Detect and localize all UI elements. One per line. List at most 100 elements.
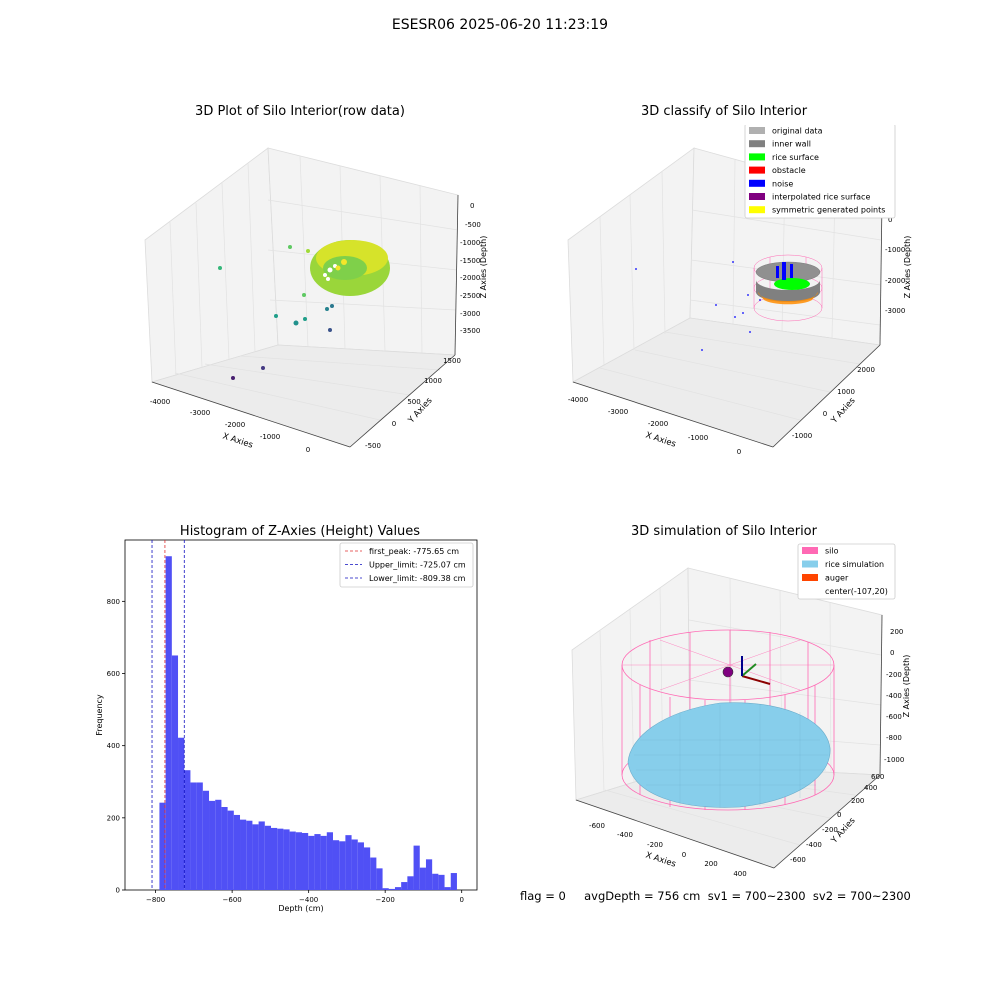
histogram-bar <box>376 868 383 890</box>
histogram-legend-label: Lower_limit: -809.38 cm <box>369 574 466 583</box>
panel2-zlabel: Z Axies (Depth) <box>903 236 912 299</box>
legend-label: noise <box>772 179 793 188</box>
panel4-ztick: -1000 <box>884 756 904 764</box>
histogram-bar <box>351 839 358 890</box>
panel1-xlabel: X Axies <box>221 431 254 450</box>
legend-swatch <box>749 206 765 214</box>
histogram-bar <box>425 859 433 890</box>
histogram-ytick-label: 0 <box>116 887 120 895</box>
panel4-ytick: 200 <box>851 797 864 805</box>
panel1-yellow-points <box>335 259 347 271</box>
histogram-legend: first_peak: -775.65 cm Upper_limit: -725.… <box>339 542 474 588</box>
histogram-bar <box>271 827 278 890</box>
legend-swatch <box>802 560 818 568</box>
legend-label: symmetric generated points <box>772 206 885 215</box>
histogram-bar <box>345 835 352 890</box>
legend-swatch <box>802 574 818 581</box>
panel2-xlabel: X Axies <box>644 430 677 449</box>
panel2-ytick: 0 <box>823 410 827 418</box>
histogram-bar <box>444 887 451 890</box>
panel1-xtick: -1000 <box>260 433 280 441</box>
panel1-xtick: -4000 <box>150 398 170 406</box>
histogram-bar <box>184 770 191 890</box>
histogram-bar <box>357 842 364 890</box>
histogram-bar <box>159 802 166 890</box>
panel4-ytick: 400 <box>864 784 877 792</box>
panel2-3d-scatter: -4000 -3000 -2000 -1000 0 -1000 0 1000 2… <box>567 125 912 456</box>
histogram-bar <box>370 857 377 890</box>
panel4-xtick: 400 <box>733 870 746 878</box>
histogram-bar <box>258 821 265 890</box>
panel2-ytick: 2000 <box>857 366 875 374</box>
panel4-xtick: -400 <box>617 831 633 839</box>
histogram-legend-label: Upper_limit: -725.07 cm <box>369 561 466 570</box>
histogram-bar <box>171 655 179 890</box>
histogram-ylabel: Frequency <box>95 694 104 736</box>
histogram-xlabel: Depth (cm) <box>278 904 323 913</box>
panel1-ztick: -2500 <box>460 292 480 300</box>
panel2-xtick: 0 <box>737 448 741 456</box>
panel1-ytick: 1500 <box>443 357 461 365</box>
legend-label: interpolated rice surface <box>772 193 870 202</box>
panel4-zlabel: Z Axies (Depth) <box>902 655 911 718</box>
histogram-bar <box>388 888 395 890</box>
auger-y-arrow <box>741 663 757 677</box>
panel4-ytick: -400 <box>806 841 822 849</box>
histogram-bar <box>314 834 321 890</box>
legend-label: inner wall <box>772 140 811 149</box>
histogram-bar <box>283 829 290 890</box>
histogram-bar <box>432 873 439 890</box>
panel4-xtick: -600 <box>589 822 605 830</box>
histogram-bar <box>233 814 241 890</box>
legend-label: center(-107,20) <box>825 587 888 596</box>
panel1-ztick: -3500 <box>460 327 480 335</box>
histogram-bar <box>438 874 445 890</box>
histogram-bar <box>320 835 327 890</box>
histogram-bar <box>308 835 315 890</box>
panel2-ytick: 1000 <box>837 388 855 396</box>
panel2-ztick: -2000 <box>885 277 905 285</box>
histogram-bar <box>221 807 228 890</box>
panel2-xtick: -3000 <box>608 408 628 416</box>
histogram-bar <box>227 810 234 890</box>
panel4-auger <box>722 656 771 685</box>
panel2-ylabel: Y Axies <box>829 395 858 426</box>
panel4-ztick: 200 <box>890 628 903 636</box>
panel4-xlabel: X Axies <box>644 850 677 869</box>
histogram-legend-label: first_peak: -775.65 cm <box>369 547 459 556</box>
panel4-axes <box>575 614 883 869</box>
legend-label: rice simulation <box>825 560 884 569</box>
histogram-bar <box>209 800 216 890</box>
panel2-xtick: -2000 <box>648 420 668 428</box>
histogram-bar <box>332 840 340 890</box>
histogram-bar <box>240 819 247 890</box>
histogram-ytick-label: 800 <box>107 598 120 606</box>
histogram-ytick-label: 400 <box>107 742 120 750</box>
histogram-bar <box>190 782 197 890</box>
panel1-xtick: -3000 <box>190 409 210 417</box>
panel4-legend: silo rice simulation auger center(-107,20) <box>797 543 896 600</box>
histogram-bar <box>178 737 185 890</box>
histogram-bar <box>407 876 414 890</box>
panel2-ytick: -1000 <box>792 432 812 440</box>
histogram-ytick-label: 600 <box>107 670 120 678</box>
panel4-ztick: -400 <box>886 692 902 700</box>
panel2-inner-wall <box>756 280 820 302</box>
panel2-noise-points <box>635 261 793 351</box>
panel1-ztick: -1000 <box>460 239 480 247</box>
legend-swatch <box>749 179 765 187</box>
legend-label: auger <box>825 574 849 583</box>
histogram-xtick-label: 0 <box>459 896 463 904</box>
panel4-xtick: -200 <box>647 841 663 849</box>
histogram-xtick-label: −400 <box>299 896 318 904</box>
auger-x-arrow <box>741 675 771 685</box>
panel1-xtick: -2000 <box>225 421 245 429</box>
panel4-title: 3D simulation of Silo Interior <box>631 524 817 539</box>
panel3-title: Histogram of Z-Axies (Height) Values <box>179 524 421 539</box>
legend-swatch <box>749 193 765 200</box>
panel2-rice-surface <box>774 278 810 290</box>
panel1-ztick: 0 <box>470 202 474 210</box>
legend-label: rice surface <box>772 153 819 162</box>
histogram-xtick-label: −200 <box>376 896 395 904</box>
panel4-ytick: 0 <box>837 811 841 819</box>
